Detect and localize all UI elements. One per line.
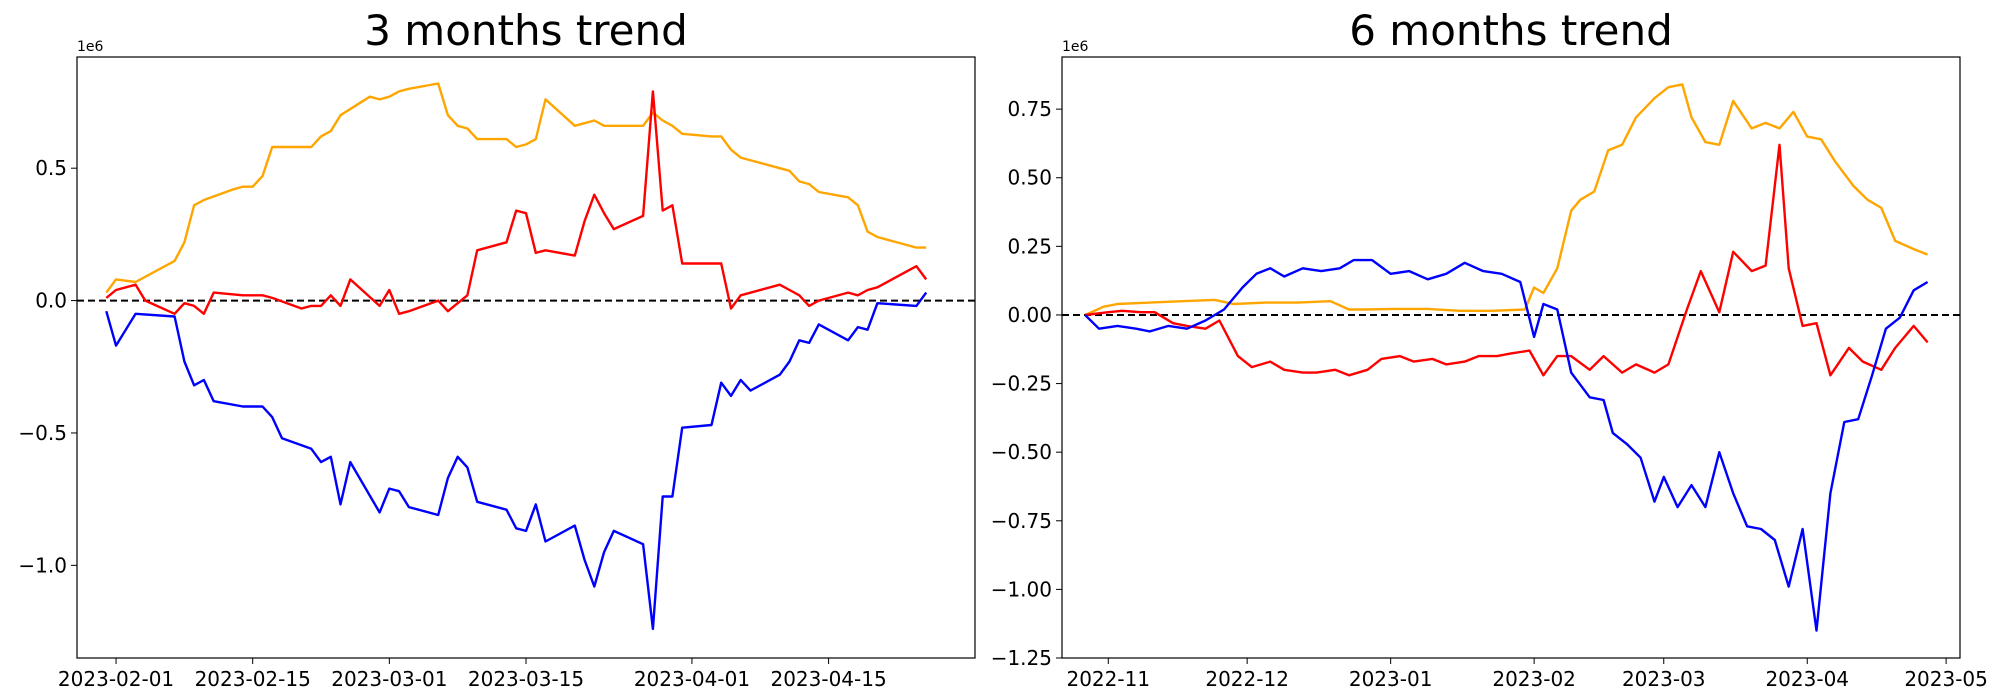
y-tick-label: −1.0 (18, 553, 67, 577)
chart-3-months-trend: 3 months trend 1e6 2023-02-01 2023-02-15 2… (18, 6, 976, 691)
x-tick-label: 2023-03-15 (468, 667, 584, 691)
x-tick-label: 2023-03-01 (331, 667, 447, 691)
y-tick-label: 0.25 (1007, 234, 1052, 258)
series-line-0 (1084, 83, 1929, 317)
series-line-0 (105, 82, 927, 294)
chart-title: 6 months trend (1349, 6, 1673, 55)
y-tick-label: −0.50 (991, 440, 1052, 464)
y-tick-label: −1.00 (991, 577, 1052, 601)
y-tick-label: 0.75 (1007, 97, 1052, 121)
x-tick-label: 2023-05 (1904, 667, 1988, 691)
y-tick-label: −1.25 (991, 646, 1052, 670)
y-tick-label: 0.5 (35, 156, 67, 180)
y-tick-label: −0.5 (18, 421, 67, 445)
y-tick-label: 0.00 (1007, 303, 1052, 327)
y-scale-label: 1e6 (1062, 39, 1089, 55)
x-tick-label: 2023-02 (1492, 667, 1576, 691)
x-tick-label: 2023-02-01 (58, 667, 174, 691)
series-line-2 (1084, 258, 1929, 632)
y-tick-label: 0.50 (1007, 166, 1052, 190)
y-tick-label: −0.25 (991, 372, 1052, 396)
x-tick-label: 2023-02-15 (195, 667, 311, 691)
series-line-2 (105, 291, 928, 631)
x-tick-label: 2023-04-01 (634, 667, 750, 691)
x-tick-label: 2022-12 (1205, 667, 1289, 691)
x-tick-label: 2023-04 (1765, 667, 1849, 691)
y-scale-label: 1e6 (77, 39, 104, 55)
x-tick-label: 2023-03 (1622, 667, 1706, 691)
plot-frame (1061, 56, 1961, 659)
y-tick-label: −0.75 (991, 509, 1052, 533)
chart-title: 3 months trend (364, 6, 688, 55)
x-tick-label: 2022-11 (1066, 667, 1150, 691)
series-line-1 (105, 90, 928, 315)
x-tick-label: 2023-01 (1349, 667, 1433, 691)
chart-6-months-trend: 6 months trend 1e6 2022-11 2022-12 2023-01… (991, 6, 1988, 691)
plot-frame (76, 56, 976, 659)
series-line-1 (1084, 143, 1929, 377)
x-tick-label: 2023-04-15 (770, 667, 886, 691)
y-tick-label: 0.0 (35, 289, 67, 313)
